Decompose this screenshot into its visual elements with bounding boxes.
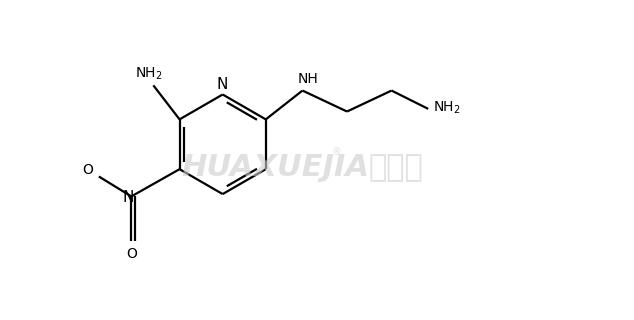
Text: O: O (82, 163, 93, 177)
Text: HUAXUEJIA: HUAXUEJIA (181, 153, 369, 182)
Text: NH: NH (297, 72, 318, 86)
Text: N: N (217, 76, 228, 92)
Text: NH$_2$: NH$_2$ (135, 66, 163, 82)
Text: ®: ® (332, 147, 342, 157)
Text: NH$_2$: NH$_2$ (433, 100, 460, 116)
Text: 化学加: 化学加 (368, 153, 423, 182)
Text: O: O (126, 246, 137, 260)
Text: N: N (122, 190, 134, 205)
